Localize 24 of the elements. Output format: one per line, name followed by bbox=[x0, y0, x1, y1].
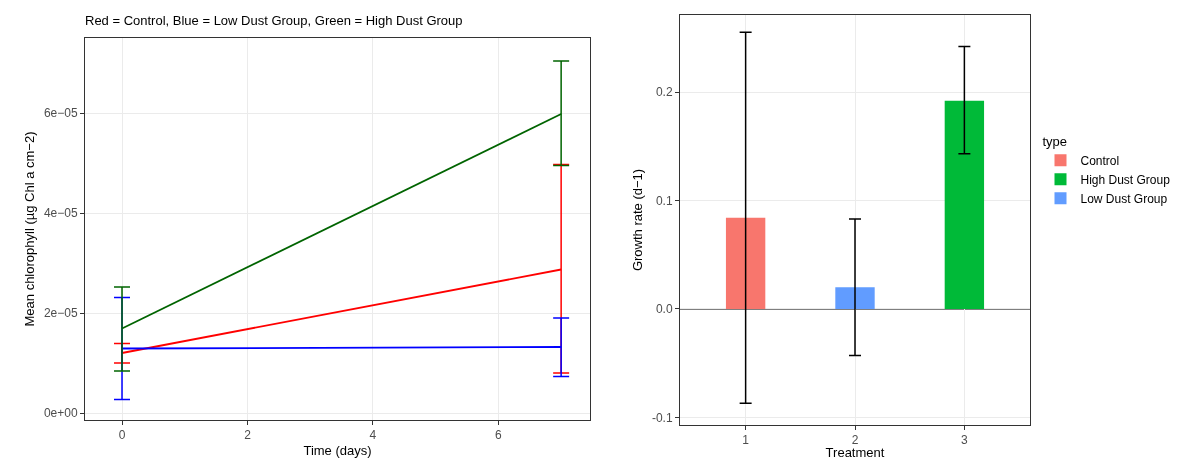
x-tick-label: 1 bbox=[742, 433, 750, 448]
legend-label: High Dust Group bbox=[1080, 172, 1171, 187]
x-tick-label: 4 bbox=[369, 428, 377, 443]
y-axis-title: Mean chlorophyll (µg Chl a cm−2) bbox=[21, 131, 37, 327]
x-tick-label: 2 bbox=[851, 433, 859, 448]
y-tick-label: 0.1 bbox=[655, 193, 673, 208]
x-tick-label: 2 bbox=[244, 428, 252, 443]
chart-title: Red = Control, Blue = Low Dust Group, Green = High Dust Group bbox=[85, 13, 463, 29]
y-axis-title: Growth rate (d−1) bbox=[629, 168, 645, 272]
y-tick-label: 0e+00 bbox=[43, 406, 78, 421]
x-tick-label: 3 bbox=[961, 433, 969, 448]
y-tick-label: 6e−05 bbox=[43, 106, 78, 121]
y-tick-label: 0.0 bbox=[655, 302, 673, 317]
x-tick-label: 0 bbox=[118, 428, 126, 443]
y-tick-label: -0.1 bbox=[651, 410, 673, 425]
legend-label: Control bbox=[1080, 153, 1120, 168]
y-tick-label: 2e−05 bbox=[43, 306, 78, 321]
x-tick-label: 6 bbox=[495, 428, 503, 443]
legend-label: Low Dust Group bbox=[1080, 191, 1168, 206]
x-axis-title: Time (days) bbox=[303, 443, 372, 458]
y-tick-label: 0.2 bbox=[655, 85, 673, 100]
y-tick-label: 4e−05 bbox=[43, 206, 78, 221]
x-axis-title: Treatment bbox=[825, 445, 885, 460]
legend-title: type bbox=[1042, 133, 1068, 149]
